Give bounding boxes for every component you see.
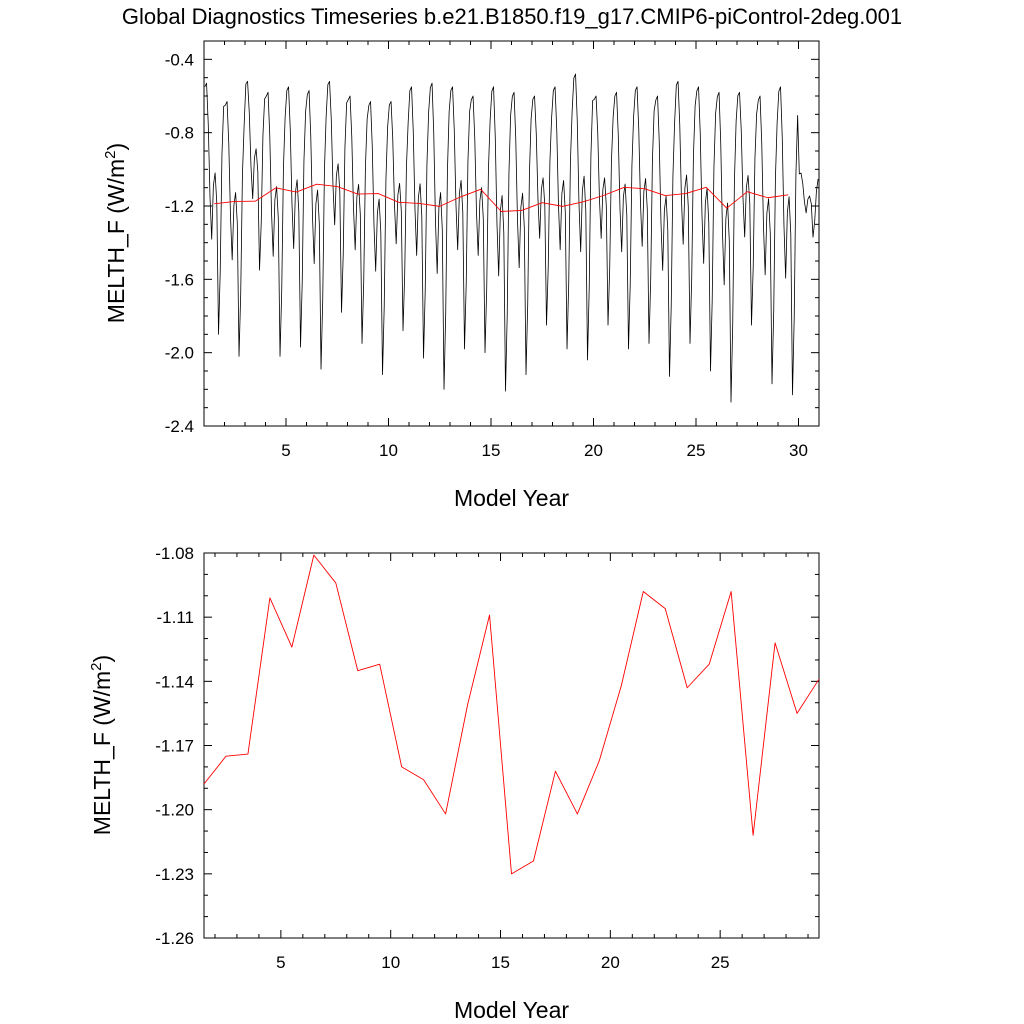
- y-axis-title: MELTH_F (W/m2): [102, 143, 129, 323]
- plot-frame: [203, 40, 820, 427]
- x-tick-label: 10: [381, 953, 400, 972]
- y-tick-label: -1.17: [155, 737, 194, 756]
- y-tick-label: -1.11: [157, 608, 195, 627]
- x-tick-label: 15: [491, 953, 510, 972]
- plot-frame: [203, 552, 820, 939]
- x-tick-label: 30: [789, 441, 808, 460]
- x-axis-title: Model Year: [454, 485, 569, 511]
- y-tick-label: -1.08: [155, 544, 194, 563]
- y-axis-title-close: ): [89, 655, 115, 663]
- series-line-annual-mean: [214, 183, 789, 212]
- y-tick-label: -2.0: [165, 344, 194, 363]
- y-axis-title-main: MELTH_F (W/m: [103, 159, 129, 323]
- bottom-panel: 5 10 15 20 25 -1.26 -1.23 -1.20 -1.17 -1.14 -1.11 -…: [88, 544, 820, 1023]
- x-tick-label: 10: [379, 441, 398, 460]
- x-tick-label: 20: [584, 441, 603, 460]
- y-tick-label: -1.14: [155, 672, 194, 691]
- series-line-monthly: [204, 73, 819, 403]
- y-tick-label: -1.2: [165, 197, 194, 216]
- y-tick-label: -0.8: [165, 124, 194, 143]
- top-panel: 5 10 15 20 25 30 -2.4 -2.0 -1.6 -1.2 -0.8 -0.4 Model…: [102, 40, 820, 511]
- y-axis-title-sup: 2: [102, 150, 119, 158]
- y-axis-title-close: ): [103, 143, 129, 151]
- x-tick-label: 15: [482, 441, 501, 460]
- y-tick-label: -1.6: [165, 270, 194, 289]
- chart-title: Global Diagnostics Timeseries b.e21.B185…: [122, 4, 902, 29]
- x-tick-label: 25: [711, 953, 730, 972]
- y-axis-title-sup: 2: [88, 662, 105, 670]
- x-axis-title: Model Year: [454, 997, 569, 1023]
- y-tick-label: -1.23: [155, 865, 194, 884]
- y-axis-title: MELTH_F (W/m2): [88, 655, 115, 835]
- x-tick-label: 25: [687, 441, 706, 460]
- x-tick-label: 20: [601, 953, 620, 972]
- y-tick-label: -1.26: [155, 929, 194, 948]
- x-tick-label: 5: [276, 953, 285, 972]
- y-axis-title-main: MELTH_F (W/m: [89, 671, 115, 835]
- y-tick-label: -1.20: [155, 801, 194, 820]
- y-tick-label: -2.4: [165, 417, 194, 436]
- x-tick-label: 5: [281, 441, 290, 460]
- y-tick-label: -0.4: [165, 50, 194, 69]
- series-line-annual-mean: [203, 554, 820, 875]
